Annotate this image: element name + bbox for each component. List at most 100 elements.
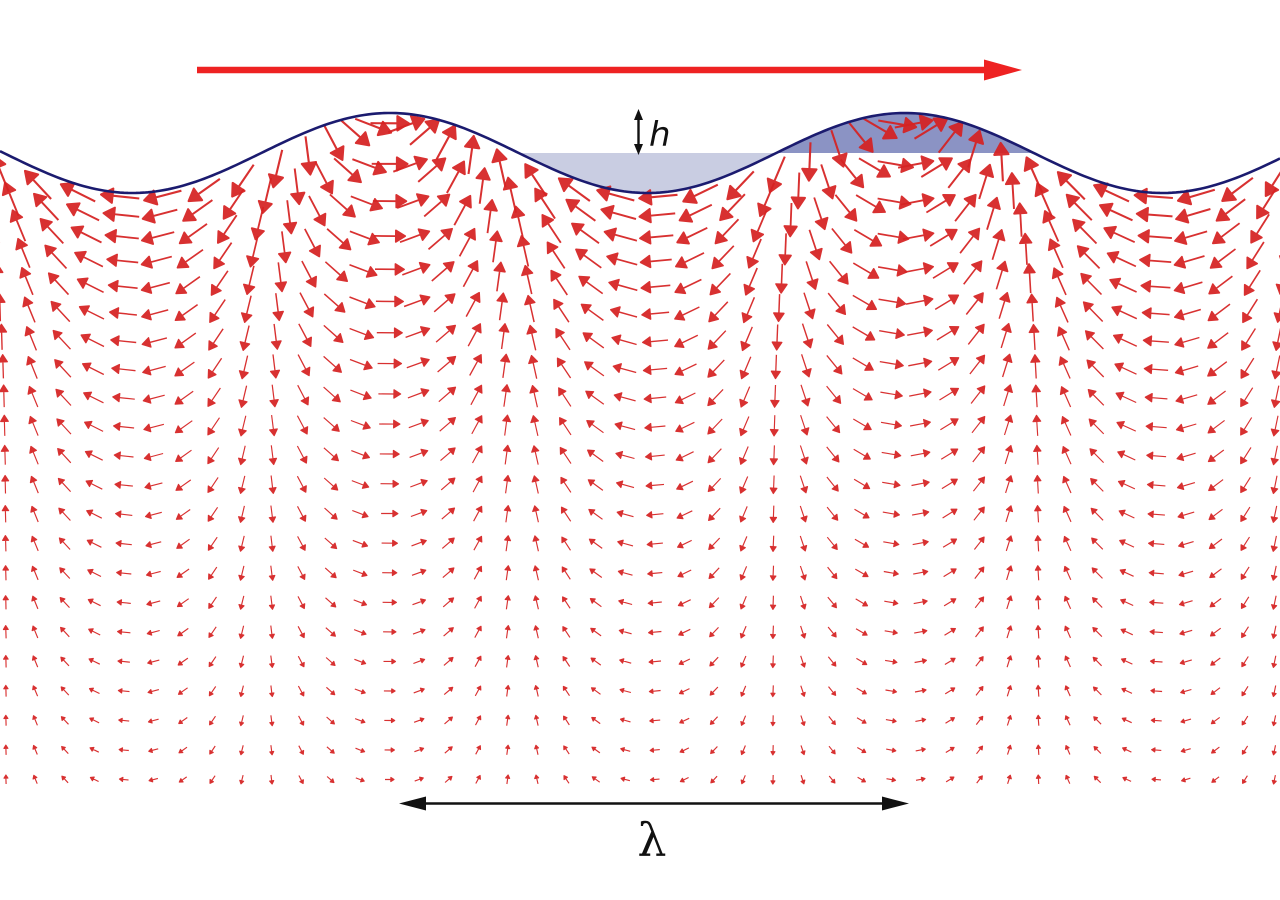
velocity-arrow-icon: [176, 568, 190, 578]
velocity-arrow-icon: [31, 655, 39, 668]
velocity-arrow-icon: [1, 181, 20, 217]
velocity-arrow-icon: [141, 309, 169, 321]
velocity-arrow-icon: [501, 384, 511, 407]
velocity-arrow-icon: [852, 294, 878, 311]
velocity-arrow-icon: [296, 506, 307, 522]
velocity-arrow-icon: [413, 657, 426, 665]
velocity-arrow-icon: [349, 296, 376, 310]
velocity-arrow-icon: [674, 392, 696, 405]
velocity-arrow-icon: [708, 567, 720, 580]
velocity-arrow-icon: [769, 415, 779, 437]
velocity-arrow-icon: [349, 327, 375, 340]
velocity-arrow-icon: [945, 746, 955, 753]
velocity-arrow-icon: [911, 479, 930, 487]
velocity-arrow-icon: [562, 685, 570, 697]
velocity-arrow-icon: [84, 420, 104, 432]
velocity-arrow-icon: [553, 298, 570, 323]
velocity-arrow-icon: [431, 261, 455, 282]
velocity-arrow-icon: [2, 565, 9, 581]
velocity-arrow-icon: [648, 659, 662, 665]
velocity-arrow-icon: [143, 423, 165, 433]
velocity-arrow-icon: [376, 327, 403, 339]
velocity-arrow-icon: [269, 715, 275, 727]
velocity-arrow-icon: [676, 510, 693, 520]
velocity-arrow-icon: [1086, 359, 1105, 378]
velocity-arrow-icon: [246, 235, 260, 268]
velocity-arrow-icon: [110, 335, 137, 347]
velocity-arrow-icon: [770, 625, 776, 639]
velocity-arrow-icon: [142, 365, 166, 376]
velocity-arrow-icon: [444, 775, 453, 783]
velocity-arrow-icon: [29, 445, 39, 465]
velocity-arrow-icon: [769, 475, 778, 495]
velocity-arrow-icon: [532, 505, 540, 523]
wavelength-marker: λ: [399, 796, 909, 867]
velocity-arrow-icon: [178, 717, 188, 725]
velocity-arrow-icon: [269, 625, 275, 639]
velocity-arrow-icon: [502, 444, 512, 465]
velocity-arrow-icon: [39, 217, 64, 245]
velocity-arrow-icon: [143, 452, 164, 461]
velocity-arrow-icon: [410, 508, 428, 518]
velocity-arrow-icon: [353, 599, 368, 607]
velocity-arrow-icon: [743, 267, 758, 296]
velocity-arrow-icon: [1003, 384, 1013, 407]
velocity-arrow-icon: [268, 505, 277, 523]
velocity-arrow-icon: [409, 448, 429, 458]
velocity-arrow-icon: [32, 744, 38, 755]
velocity-arrow-icon: [442, 567, 455, 579]
velocity-arrow-icon: [471, 445, 483, 464]
velocity-arrow-icon: [140, 281, 171, 294]
velocity-arrow-icon: [963, 260, 983, 285]
velocity-arrow-icon: [677, 599, 691, 607]
velocity-arrow-icon: [174, 303, 199, 322]
velocity-arrow-icon: [827, 292, 847, 316]
velocity-arrow-icon: [945, 776, 955, 783]
velocity-arrow-icon: [474, 715, 482, 726]
velocity-arrow-icon: [208, 686, 217, 697]
velocity-arrow-icon: [1060, 416, 1072, 436]
velocity-arrow-icon: [412, 628, 426, 635]
velocity-arrow-icon: [805, 261, 819, 290]
velocity-arrow-icon: [588, 508, 603, 520]
velocity-arrow-icon: [174, 361, 195, 377]
velocity-arrow-icon: [3, 654, 9, 668]
velocity-arrow-icon: [589, 568, 603, 578]
velocity-arrow-icon: [1180, 748, 1191, 753]
velocity-arrow-icon: [852, 357, 874, 371]
velocity-arrow-icon: [483, 199, 498, 234]
velocity-arrow-icon: [1146, 481, 1166, 489]
velocity-arrow-icon: [323, 125, 345, 161]
velocity-arrow-icon: [443, 656, 454, 666]
velocity-arrow-icon: [978, 163, 994, 200]
velocity-arrow-icon: [831, 227, 853, 254]
velocity-arrow-icon: [974, 566, 985, 579]
velocity-arrow-icon: [438, 386, 457, 403]
velocity-arrow-icon: [113, 451, 134, 460]
velocity-arrow-icon: [2, 625, 9, 639]
velocity-arrow-icon: [942, 508, 958, 519]
velocity-arrow-icon: [1146, 451, 1167, 460]
velocity-arrow-icon: [80, 333, 105, 348]
velocity-arrow-icon: [324, 507, 338, 520]
velocity-arrow-icon: [30, 535, 39, 552]
velocity-arrow-icon: [1272, 327, 1280, 351]
propagation-arrow: [197, 59, 1022, 81]
velocity-arrow-icon: [541, 213, 562, 244]
velocity-arrow-icon: [855, 598, 869, 607]
velocity-arrow-icon: [880, 420, 902, 430]
velocity-arrow-icon: [532, 535, 540, 552]
velocity-arrow-icon: [177, 687, 188, 695]
velocity-arrow-icon: [1175, 423, 1197, 433]
velocity-arrow-icon: [559, 417, 572, 436]
velocity-arrow-icon: [1030, 354, 1041, 379]
velocity-arrow-icon: [674, 306, 700, 321]
velocity-arrow-icon: [290, 168, 306, 206]
velocity-arrow-icon: [800, 655, 806, 668]
velocity-arrow-icon: [1120, 598, 1134, 607]
velocity-arrow-icon: [944, 627, 956, 636]
velocity-arrow-icon: [489, 230, 503, 263]
velocity-arrow-icon: [853, 448, 871, 460]
velocity-arrow-icon: [1250, 213, 1270, 244]
velocity-arrow-icon: [708, 537, 721, 550]
